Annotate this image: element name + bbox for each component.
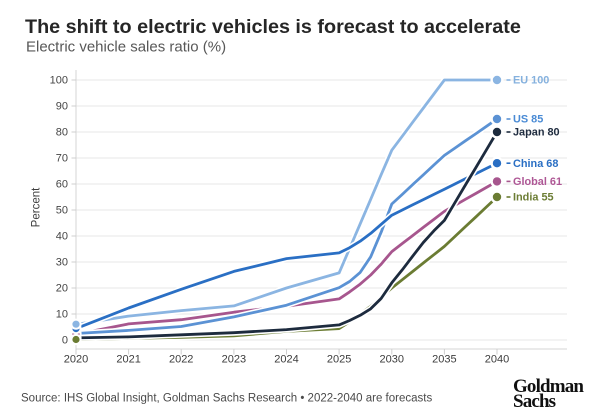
svg-text:Global 61: Global 61: [513, 176, 562, 188]
svg-text:90: 90: [56, 101, 68, 113]
svg-text:2030: 2030: [380, 354, 404, 366]
svg-text:Electric vehicle sales ratio (: Electric vehicle sales ratio (%): [26, 39, 226, 56]
svg-text:10: 10: [56, 309, 68, 321]
svg-text:2021: 2021: [116, 354, 140, 366]
svg-text:0: 0: [62, 335, 68, 347]
svg-text:30: 30: [56, 257, 68, 269]
svg-text:20: 20: [56, 283, 68, 295]
svg-text:Japan 80: Japan 80: [513, 127, 560, 139]
svg-text:50: 50: [56, 205, 68, 217]
svg-text:2024: 2024: [274, 354, 298, 366]
svg-text:India 55: India 55: [513, 192, 554, 204]
svg-text:2035: 2035: [432, 354, 456, 366]
svg-text:The shift to electric vehicles: The shift to electric vehicles is foreca…: [25, 16, 521, 38]
svg-text:Source: IHS Global Insight, Go: Source: IHS Global Insight, Goldman Sach…: [21, 393, 432, 405]
svg-text:2020: 2020: [64, 354, 88, 366]
svg-text:US 85: US 85: [513, 114, 543, 126]
svg-text:2023: 2023: [222, 354, 246, 366]
svg-text:Percent: Percent: [31, 187, 43, 227]
svg-text:EU 100: EU 100: [513, 75, 549, 87]
svg-text:100: 100: [50, 75, 68, 87]
svg-text:60: 60: [56, 179, 68, 191]
svg-text:2025: 2025: [327, 354, 351, 366]
svg-text:2022: 2022: [169, 354, 193, 366]
svg-text:70: 70: [56, 153, 68, 165]
svg-text:China 68: China 68: [513, 158, 558, 170]
svg-text:40: 40: [56, 231, 68, 243]
svg-text:2040: 2040: [485, 354, 509, 366]
svg-text:80: 80: [56, 127, 68, 139]
